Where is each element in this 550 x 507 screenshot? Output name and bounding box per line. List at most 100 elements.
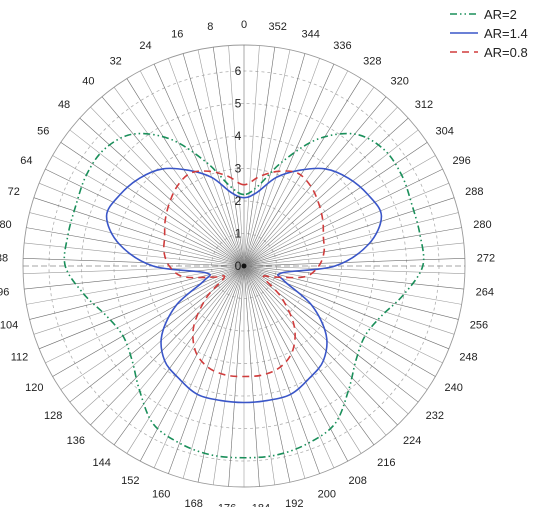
spoke-348 [243,49,291,267]
angle-tick-80: 80 [0,219,12,231]
spoke-216 [243,265,375,445]
angle-tick-88: 88 [0,253,8,265]
spoke-352 [243,47,276,267]
legend: AR=2 AR=1.4 AR=0.8 [450,7,528,60]
spoke-224 [243,265,398,426]
spoke-204 [243,265,335,469]
angle-tick-208: 208 [348,475,366,487]
spoke-32 [126,78,245,267]
spoke-60 [52,155,245,267]
angle-tick-168: 168 [184,498,202,507]
polar-grid [22,44,466,488]
angle-tick-160: 160 [152,489,170,501]
angle-tick-320: 320 [390,76,408,88]
radial-tick-0: 0 [235,259,242,273]
spoke-4 [228,45,245,267]
angle-tick-280: 280 [473,219,491,231]
radial-tick-2: 2 [235,194,242,208]
spoke-68 [38,182,245,267]
series-line-1 [63,132,425,459]
spoke-40 [101,96,245,267]
angle-tick-56: 56 [37,126,49,138]
radial-tick-1: 1 [235,227,242,241]
angle-tick-8: 8 [207,21,213,33]
spoke-280 [243,227,462,267]
center-point [241,263,247,269]
tick-labels: 0816243240485664728088961041121201281361… [0,19,495,507]
angle-tick-24: 24 [139,40,151,52]
angle-tick-240: 240 [445,382,463,394]
spoke-172 [212,265,245,485]
spoke-144 [113,265,245,445]
angle-tick-224: 224 [403,435,421,447]
radial-tick-3: 3 [235,162,242,176]
spoke-200 [243,265,320,474]
spoke-244 [243,265,443,364]
spoke-140 [101,265,245,436]
series-layer [63,132,425,459]
radial-tick-5: 5 [235,97,242,111]
spoke-48 [79,117,245,267]
angle-tick-216: 216 [377,457,395,469]
angle-tick-152: 152 [121,475,139,487]
radial-tick-6: 6 [235,64,242,78]
angle-tick-232: 232 [426,410,444,422]
spoke-232 [243,265,419,403]
spoke-56 [60,142,245,267]
spoke-288 [243,197,455,267]
series-line-3 [162,170,326,378]
spoke-84 [24,242,245,267]
angle-tick-48: 48 [58,99,70,111]
angle-tick-40: 40 [82,76,94,88]
spoke-256 [243,265,459,320]
spoke-8 [212,47,245,267]
angle-tick-176: 176 [218,503,236,507]
spoke-124 [60,265,245,390]
angle-tick-336: 336 [333,40,351,52]
angle-tick-328: 328 [363,56,381,68]
spoke-268 [243,265,465,275]
spoke-316 [243,106,398,267]
angle-tick-112: 112 [11,352,29,364]
angle-tick-96: 96 [0,286,9,298]
angle-tick-288: 288 [465,186,483,198]
spoke-156 [153,265,245,469]
spoke-252 [243,265,455,335]
spoke-320 [243,96,387,267]
spoke-148 [126,265,245,454]
legend-label-1: AR=2 [484,7,517,22]
angle-tick-264: 264 [476,286,494,298]
spoke-24 [153,63,245,267]
angle-tick-128: 128 [44,410,62,422]
spoke-276 [243,242,464,267]
angle-tick-0: 0 [241,19,247,31]
angle-tick-120: 120 [25,382,43,394]
spoke-44 [90,106,245,267]
angle-tick-104: 104 [0,320,18,332]
spoke-116 [45,265,245,364]
spoke-196 [243,265,306,479]
spoke-284 [243,212,459,267]
legend-label-3: AR=0.8 [484,45,528,60]
angle-tick-16: 16 [171,28,183,40]
angle-tick-304: 304 [436,126,454,138]
spoke-300 [243,155,436,267]
spoke-236 [243,265,428,390]
spoke-304 [243,142,428,267]
angle-tick-200: 200 [318,489,336,501]
angle-tick-312: 312 [415,99,433,111]
spoke-120 [52,265,245,377]
spoke-152 [139,265,245,462]
legend-label-2: AR=1.4 [484,26,528,41]
angle-tick-136: 136 [67,435,85,447]
angle-tick-256: 256 [470,320,488,332]
spoke-92 [23,265,245,275]
spoke-260 [243,265,462,305]
angle-tick-72: 72 [8,186,20,198]
spoke-96 [24,265,245,290]
spoke-208 [243,265,349,462]
spoke-160 [168,265,245,474]
angle-tick-296: 296 [452,155,470,167]
spoke-80 [26,227,245,267]
spoke-220 [243,265,387,436]
